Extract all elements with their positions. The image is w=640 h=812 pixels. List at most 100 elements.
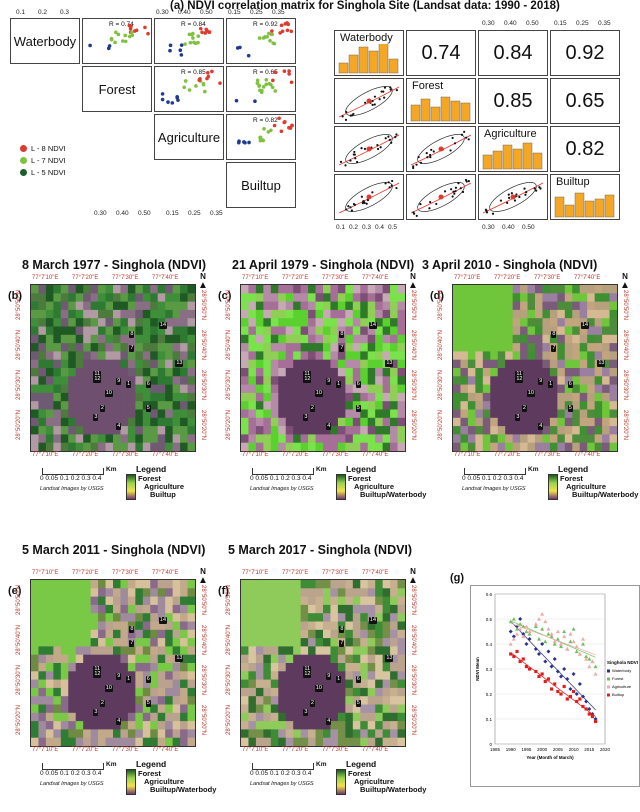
site-marker[interactable]: 13 <box>385 654 394 662</box>
raster-cell <box>127 588 136 598</box>
site-marker[interactable]: 2 <box>99 699 105 707</box>
raster-cell <box>467 434 476 444</box>
raster-cell <box>255 318 264 327</box>
site-marker[interactable]: 7 <box>129 639 135 647</box>
scatter-point <box>429 201 432 204</box>
scatter-point <box>452 190 455 193</box>
raster-cell <box>323 326 331 336</box>
site-marker[interactable]: 10 <box>104 389 113 397</box>
site-marker[interactable]: 8 <box>129 331 135 339</box>
site-marker[interactable]: 11 <box>303 666 312 674</box>
site-marker[interactable]: 1 <box>336 676 342 684</box>
site-marker[interactable]: 7 <box>339 639 345 647</box>
site-marker[interactable]: 8 <box>551 331 557 339</box>
site-marker[interactable]: 3 <box>93 414 99 422</box>
site-marker[interactable]: 5 <box>355 404 361 412</box>
raster-cell <box>367 426 376 435</box>
site-marker[interactable]: 8 <box>129 626 135 634</box>
site-marker[interactable]: 12 <box>93 376 102 384</box>
site-marker[interactable]: 9 <box>326 377 332 385</box>
site-marker[interactable]: 4 <box>326 717 332 725</box>
site-marker[interactable]: 3 <box>303 709 309 717</box>
site-marker[interactable]: 9 <box>116 377 122 385</box>
site-marker[interactable]: 10 <box>314 684 323 692</box>
site-marker[interactable]: 1 <box>548 381 554 389</box>
site-marker[interactable]: 1 <box>126 676 132 684</box>
site-marker[interactable]: 10 <box>526 389 535 397</box>
site-marker[interactable]: 12 <box>93 671 102 679</box>
site-marker[interactable]: 1 <box>336 381 342 389</box>
site-marker[interactable]: 14 <box>158 616 168 624</box>
site-marker[interactable]: 5 <box>355 699 361 707</box>
site-marker[interactable]: 4 <box>116 422 122 430</box>
raster-cell <box>90 442 99 451</box>
site-marker[interactable]: 8 <box>339 626 345 634</box>
site-marker[interactable]: 5 <box>145 404 151 412</box>
site-marker[interactable]: 7 <box>339 344 345 352</box>
legend-item: Builtup/Waterbody <box>150 785 217 794</box>
site-marker[interactable]: 13 <box>385 359 394 367</box>
site-marker[interactable]: 6 <box>145 676 151 684</box>
site-marker[interactable]: 5 <box>567 404 573 412</box>
site-marker[interactable]: 6 <box>355 676 361 684</box>
raster-cell <box>360 712 369 722</box>
raster-cell <box>453 376 461 386</box>
site-marker[interactable]: 13 <box>175 654 184 662</box>
site-marker[interactable]: 7 <box>129 344 135 352</box>
site-marker[interactable]: 2 <box>309 699 315 707</box>
site-marker[interactable]: 9 <box>538 377 544 385</box>
raster-cell <box>98 309 107 319</box>
site-marker[interactable]: 6 <box>355 381 361 389</box>
site-marker[interactable]: 14 <box>368 321 378 329</box>
site-marker[interactable]: 3 <box>515 414 521 422</box>
site-marker[interactable]: 10 <box>314 389 323 397</box>
raster-cell <box>293 318 302 327</box>
site-marker[interactable]: 11 <box>515 371 524 379</box>
site-marker[interactable]: 11 <box>303 371 312 379</box>
site-marker[interactable]: 13 <box>175 359 184 367</box>
ndvi-raster-map[interactable]: 1 2 3 4 5 6 7 8 9 10 11 12 13 14 <box>30 284 196 452</box>
raster-cell <box>127 646 136 656</box>
site-marker[interactable]: 6 <box>567 381 573 389</box>
site-marker[interactable]: 4 <box>116 717 122 725</box>
raster-cell <box>45 318 54 327</box>
raster-cell <box>572 368 581 377</box>
site-marker[interactable]: 3 <box>93 709 99 717</box>
site-marker[interactable]: 5 <box>145 699 151 707</box>
ndvi-raster-map[interactable]: 1 2 3 4 5 6 7 8 9 10 11 12 13 14 <box>240 284 406 452</box>
raster-cell <box>285 629 294 639</box>
site-marker[interactable]: 2 <box>521 404 527 412</box>
raster-cell <box>113 368 121 377</box>
raster-cell <box>187 442 195 451</box>
site-marker[interactable]: 4 <box>326 422 332 430</box>
ndvi-raster-map[interactable]: 1 2 3 4 5 6 7 8 9 10 11 12 13 14 <box>30 579 196 747</box>
site-marker[interactable]: 9 <box>326 672 332 680</box>
raster-cell <box>382 401 391 410</box>
site-marker[interactable]: 14 <box>580 321 590 329</box>
site-marker[interactable]: 10 <box>104 684 113 692</box>
site-marker[interactable]: 12 <box>303 671 312 679</box>
site-marker[interactable]: 2 <box>99 404 105 412</box>
site-marker[interactable]: 9 <box>116 672 122 680</box>
site-marker[interactable]: 8 <box>339 331 345 339</box>
site-marker[interactable]: 14 <box>368 616 378 624</box>
raster-cell <box>308 646 317 656</box>
site-marker[interactable]: 6 <box>145 381 151 389</box>
raster-cell <box>83 434 92 444</box>
site-marker[interactable]: 12 <box>303 376 312 384</box>
site-marker[interactable]: 4 <box>538 422 544 430</box>
raster-cell <box>165 351 174 361</box>
site-marker[interactable]: 2 <box>309 404 315 412</box>
site-marker[interactable]: 14 <box>158 321 168 329</box>
site-marker[interactable]: 3 <box>303 414 309 422</box>
ndvi-raster-map[interactable]: 1 2 3 4 5 6 7 8 9 10 11 12 13 14 <box>452 284 618 452</box>
site-marker[interactable]: 11 <box>93 666 102 674</box>
site-marker[interactable]: 11 <box>93 371 102 379</box>
legend-entry: Builtup <box>612 692 625 697</box>
site-marker[interactable]: 12 <box>515 376 524 384</box>
raster-cell <box>83 417 92 427</box>
site-marker[interactable]: 13 <box>597 359 606 367</box>
ndvi-raster-map[interactable]: 1 2 3 4 5 6 7 8 9 10 11 12 13 14 <box>240 579 406 747</box>
site-marker[interactable]: 7 <box>551 344 557 352</box>
site-marker[interactable]: 1 <box>126 381 132 389</box>
